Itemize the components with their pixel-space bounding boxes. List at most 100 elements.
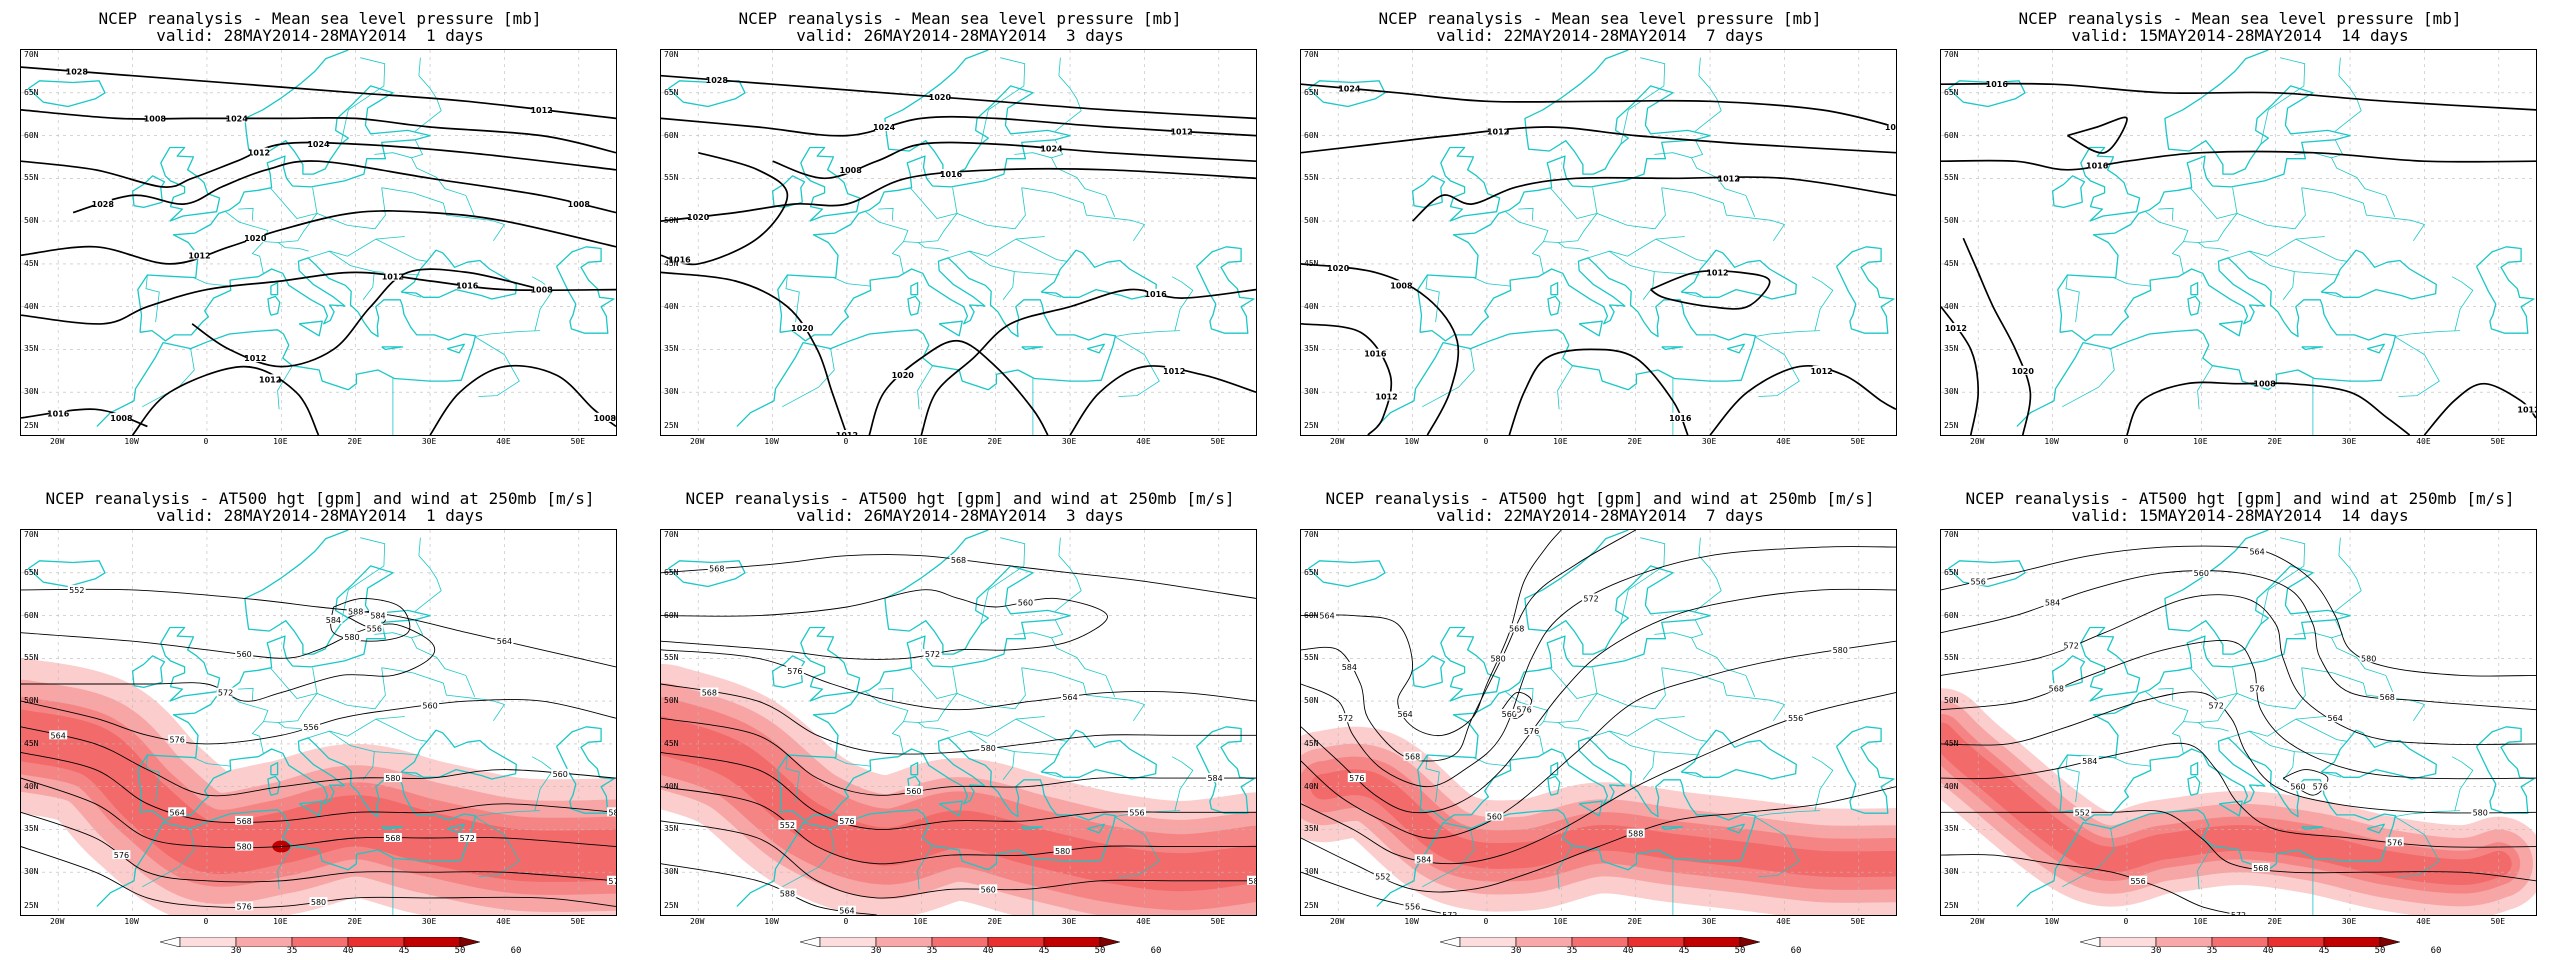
coastline [907, 295, 921, 316]
longitude-label: 0 [1483, 437, 1489, 446]
longitude-label: 20W [689, 917, 705, 926]
coastline [555, 246, 615, 334]
coastline [270, 762, 279, 776]
contour-label: 580 [1833, 646, 1848, 655]
map-panel: NCEP reanalysis - AT500 hgt [gpm] and wi… [640, 480, 1280, 960]
latitude-label: 60N [1304, 130, 1319, 140]
latitude-label: 35N [664, 824, 679, 834]
country-border [381, 667, 506, 722]
country-border [1054, 57, 1082, 132]
coastline [1411, 175, 1446, 209]
colorbar-segment [1571, 936, 1629, 948]
contour-label-bg [1515, 704, 1534, 714]
latitude-label: 50N [1304, 696, 1319, 706]
height-contour [1941, 594, 2536, 745]
contour-label-bg [2043, 597, 2062, 607]
country-border [2331, 637, 2396, 697]
contour-label: 1016 [456, 281, 479, 290]
contour-label-bg [1329, 263, 1348, 273]
longitude-label: 30E [1061, 437, 1077, 446]
colorbar-tick-label: 50 [1734, 946, 1746, 956]
contour-label: 580 [1055, 847, 1070, 856]
country-border [145, 274, 160, 323]
country-border [414, 57, 442, 132]
panel-subtitle: valid: 28MAY2014-28MAY2014 1 days [156, 26, 484, 45]
latitude-label: 70N [24, 530, 39, 539]
country-border [1691, 637, 1756, 697]
contour-label: 572 [1442, 911, 1457, 915]
map-canvas: 556 560 564 568 572 576 552 556 560 564 568 572 576 5… [1941, 530, 2536, 915]
latitude-label: 30N [1304, 387, 1319, 397]
contour-label-bg [949, 554, 968, 564]
contour-label-bg [837, 905, 856, 915]
country-border [1811, 276, 1834, 331]
coastline [1835, 246, 1895, 334]
country-border [193, 277, 231, 287]
height-contour [661, 649, 1256, 711]
country-border [917, 845, 933, 890]
coastline [2080, 146, 2141, 222]
contour-label: 572 [2209, 701, 2224, 710]
longitude-label: 30E [1701, 917, 1717, 926]
colorbar-tick-label: 45 [1678, 946, 1690, 956]
contour-label: 1016 [1364, 350, 1387, 359]
coastline [381, 826, 404, 831]
latitude-label: 60N [24, 610, 39, 620]
contour-label: 1012 [382, 273, 404, 282]
contour-label: 564 [839, 907, 854, 915]
latitude-label: 40N [1304, 301, 1319, 311]
country-border [1051, 157, 1116, 217]
panel-title: NCEP reanalysis - AT500 hgt [gpm] and wi… [45, 489, 595, 508]
country-border [401, 291, 422, 298]
contour-label: 1008 [1390, 281, 1413, 290]
height-contour [1301, 588, 1896, 814]
colorbar-max-arrow [1739, 936, 1761, 948]
country-border [1661, 187, 1786, 242]
coastline [1021, 826, 1044, 831]
height-contour [661, 820, 1256, 899]
contour-label-bg [2471, 807, 2490, 817]
contour-label-bg [1489, 653, 1508, 663]
colorbar-tick-label: 30 [230, 946, 242, 956]
coastline [736, 257, 1117, 427]
country-border [277, 365, 293, 410]
contour-label-bg [1786, 713, 1805, 723]
contour-label: 556 [1971, 577, 1986, 586]
contour-label-bg [2207, 700, 2226, 710]
country-border [375, 238, 428, 262]
longitude-label: 40E [2416, 917, 2431, 926]
contour-label: 568 [1509, 624, 1524, 633]
contour-label-bg [569, 199, 588, 208]
contour-label: 1012 [1718, 174, 1740, 183]
longitude-label: 20W [689, 437, 705, 446]
latitude-label: 50N [24, 216, 39, 226]
contour-label: 568 [951, 556, 966, 565]
contour-label-bg [1812, 365, 1831, 375]
isobar [21, 66, 616, 120]
latitude-label: 35N [1304, 344, 1319, 354]
contour-label: 568 [2380, 693, 2395, 702]
coastline [938, 800, 963, 817]
country-border [411, 157, 476, 217]
contour-label-bg [2047, 683, 2066, 693]
contour-label-bg [227, 113, 246, 123]
contour-label-bg [2192, 567, 2211, 577]
coastline [1440, 146, 1501, 222]
contour-label: 560 [422, 701, 437, 710]
contour-label: 580 [385, 774, 400, 783]
colorbar-max-arrow [1099, 936, 1121, 948]
latitude-label: 65N [1944, 567, 1959, 577]
longitude-label: 20E [1627, 437, 1642, 446]
map-canvas: 5525565605645685725765805845885645605565… [21, 530, 616, 915]
contour-label: 1020 [244, 234, 267, 243]
latitude-label: 40N [664, 781, 679, 791]
country-border [2198, 242, 2229, 252]
height-contour [21, 726, 616, 797]
map-area: 1016 1016 1020 1012 1008 1012 70N 65N 60N 55N 50N 4… [1940, 49, 2537, 436]
coastline [2016, 737, 2397, 907]
colorbar-tick-label: 40 [1622, 946, 1634, 956]
country-border [785, 274, 800, 323]
country-border [1014, 751, 1060, 756]
contour-label: 576 [787, 667, 802, 676]
contour-label: 572 [218, 689, 233, 698]
